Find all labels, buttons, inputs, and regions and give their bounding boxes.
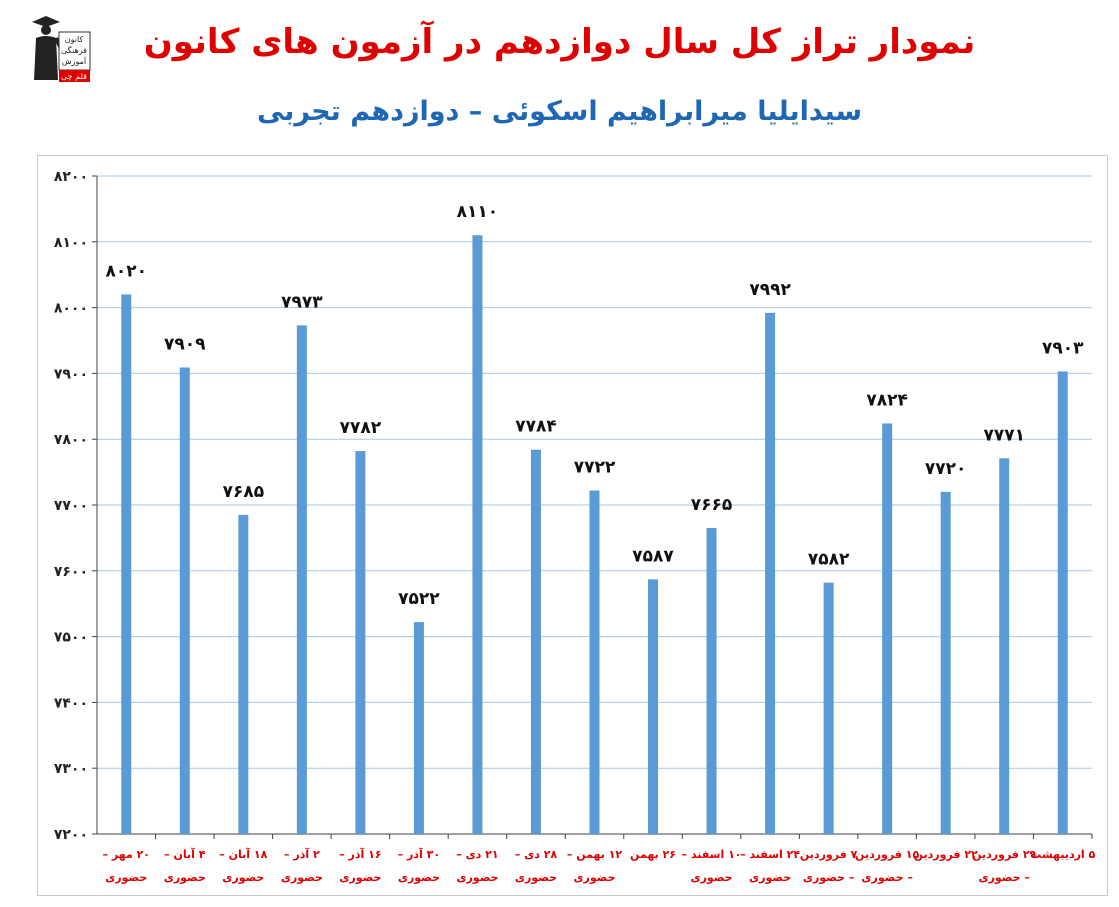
- logo-badge: قلم چی: [61, 72, 87, 81]
- y-tick-label: ۷۲۰۰: [54, 827, 88, 843]
- bar: [648, 579, 659, 834]
- x-tick-label-line-2: – حضوری: [803, 871, 854, 884]
- y-tick-label: ۷۸۰۰: [54, 432, 88, 448]
- x-tick-label: ۴ آبان –: [164, 847, 206, 861]
- data-label: ۷۵۸۲: [808, 550, 850, 570]
- x-tick-label: ۱۸ آبان –: [219, 847, 267, 861]
- x-tick-label: ۲۴ اسفند –: [740, 848, 800, 861]
- data-label: ۷۶۶۵: [691, 495, 733, 515]
- x-tick-label: ۱۲ بهمن –: [567, 848, 623, 861]
- x-tick-label: ۱۶ آذر –: [339, 847, 381, 861]
- x-tick-label-line-2: حضوری: [222, 871, 264, 884]
- x-tick-label: ۲۲ فروردین: [914, 848, 978, 861]
- x-tick-label-line-2: حضوری: [456, 871, 498, 884]
- bar-chart: ۷۲۰۰ ۷۳۰۰ ۷۴۰۰ ۷۵۰۰ ۷۶۰۰ ۷۷۰۰ ۷۸۰۰ ۷۹۰۰ ۸۰۰۰ ۸۱۰۰…: [54, 169, 1096, 884]
- x-tick-label-line-2: – حضوری: [861, 871, 912, 884]
- x-tick-label-line-2: حضوری: [515, 871, 557, 884]
- x-tick-label-line-2: حضوری: [398, 871, 440, 884]
- bar: [238, 514, 249, 834]
- x-tick-label-line-2: حضوری: [691, 871, 733, 884]
- data-label: ۷۶۸۵: [223, 482, 265, 502]
- page-title: نمودار تراز کل سال دوازدهم در آزمون های …: [143, 22, 976, 62]
- x-tick-label-line-2: حضوری: [749, 871, 791, 884]
- y-tick-label: ۷۶۰۰: [54, 564, 88, 580]
- bar: [1057, 371, 1068, 834]
- data-label: ۷۷۲۲: [574, 458, 616, 478]
- y-tick-label: ۸۱۰۰: [54, 235, 88, 251]
- y-tick-label: ۷۷۰۰: [54, 498, 88, 514]
- data-label: ۸۱۱۰: [457, 202, 499, 222]
- x-tick-label: ۲۹ فروردین: [972, 848, 1036, 861]
- logo-line-2: فرهنگی: [61, 45, 87, 55]
- page-subtitle: سیدایلیا میرابراهیم اسکوئی – دوازدهم تجر…: [256, 96, 863, 127]
- y-tick-label: ۷۹۰۰: [54, 366, 88, 382]
- data-label: ۷۹۹۲: [749, 280, 791, 300]
- x-tick-label: ۲۱ دی –: [456, 848, 498, 861]
- bar: [882, 423, 893, 834]
- x-tick-label: ۱۰ اسفند –: [682, 848, 742, 861]
- graduate-figure-logo-icon: کانون فرهنگی آموزش قلم چی: [32, 16, 91, 82]
- bar: [765, 312, 776, 834]
- x-tick-label: ۳۰ آذر –: [398, 847, 440, 861]
- x-tick-label: ۱۵ فروردین: [855, 848, 919, 861]
- x-tick-label-line-2: – حضوری: [978, 871, 1029, 884]
- kanoon-logo: کانون فرهنگی آموزش قلم چی: [26, 12, 92, 84]
- data-label: ۸۰۲۰: [106, 261, 148, 281]
- x-tick-label: ۷ فروردین: [800, 848, 858, 861]
- data-label: ۷۵۲۲: [398, 589, 440, 609]
- x-tick-label-line-2: حضوری: [164, 871, 206, 884]
- bar: [823, 582, 834, 834]
- x-tick-label: ۵ اردیبهشت: [1030, 848, 1095, 861]
- bar: [706, 528, 717, 834]
- data-label: ۷۵۸۷: [632, 546, 674, 566]
- y-tick-label: ۷۴۰۰: [54, 695, 88, 711]
- data-label: ۷۹۰۹: [164, 334, 206, 354]
- y-tick-label: ۷۵۰۰: [54, 630, 88, 646]
- data-label: ۷۹۰۳: [1042, 338, 1084, 358]
- bar: [413, 622, 424, 834]
- x-tick-label: ۲۶ بهمن: [630, 848, 676, 861]
- bar: [296, 325, 307, 834]
- bar: [999, 458, 1010, 834]
- data-label: ۷۷۷۱: [983, 425, 1025, 445]
- bar: [121, 294, 132, 834]
- y-tick-label: ۸۰۰۰: [54, 301, 88, 317]
- logo-line-3: آموزش: [62, 56, 87, 66]
- bar: [530, 449, 541, 834]
- data-label: ۷۹۷۳: [281, 292, 323, 312]
- bar: [472, 235, 483, 835]
- x-tick-label-line-2: حضوری: [105, 871, 147, 884]
- x-tick-label-line-2: حضوری: [339, 871, 381, 884]
- bar: [179, 367, 190, 834]
- logo-line-1: کانون: [65, 35, 84, 44]
- bar: [940, 491, 951, 834]
- x-tick-label: ۲۸ دی –: [515, 848, 558, 861]
- x-tick-label: ۲۰ مهر –: [103, 848, 151, 861]
- data-label: ۷۸۲۴: [866, 390, 908, 410]
- x-tick-label-line-2: حضوری: [281, 871, 323, 884]
- data-label: ۷۷۸۲: [340, 418, 382, 438]
- data-label: ۷۷۸۴: [515, 417, 557, 437]
- y-tick-label: ۸۲۰۰: [54, 169, 88, 185]
- y-tick-label: ۷۳۰۰: [54, 761, 88, 777]
- x-tick-label: ۲ آذر –: [284, 847, 320, 861]
- x-tick-label-line-2: حضوری: [573, 871, 615, 884]
- chart-frame: ۷۲۰۰ ۷۳۰۰ ۷۴۰۰ ۷۵۰۰ ۷۶۰۰ ۷۷۰۰ ۷۸۰۰ ۷۹۰۰ ۸۰۰۰ ۸۱۰۰…: [37, 155, 1108, 896]
- bar: [355, 451, 366, 834]
- bar: [589, 490, 600, 834]
- data-label: ۷۷۲۰: [925, 459, 967, 479]
